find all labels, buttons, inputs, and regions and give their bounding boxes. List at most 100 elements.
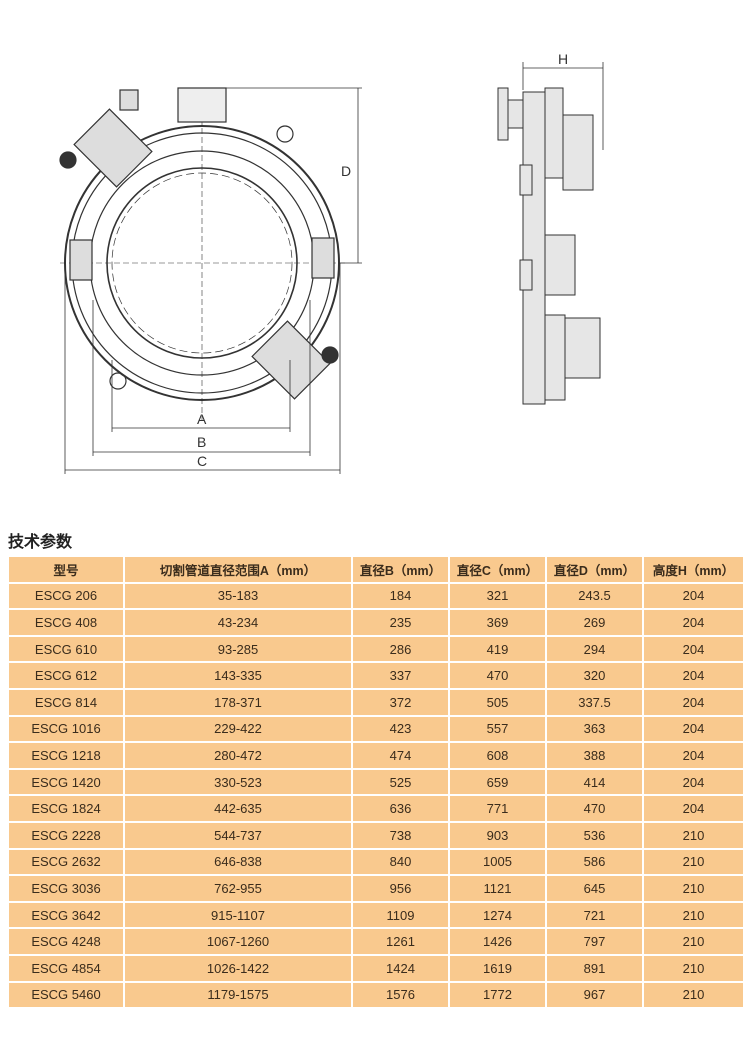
- table-cell: 414: [545, 767, 644, 797]
- side-view: [497, 87, 601, 405]
- table-cell: 762-955: [123, 874, 353, 903]
- table-cell: ESCG 4248: [7, 927, 125, 956]
- table-cell: ESCG 1824: [7, 794, 125, 823]
- table-cell: 1424: [351, 953, 450, 983]
- table-cell: 659: [448, 767, 547, 797]
- table-cell: 423: [351, 714, 450, 744]
- table-row: ESCG 206 35-183 184 321 243.5 204: [7, 581, 745, 611]
- table-cell: 967: [545, 980, 644, 1010]
- table-row: ESCG 4248 1067-1260 1261 1426 797 210: [7, 927, 745, 956]
- table-cell: 419: [448, 634, 547, 664]
- column-header: 直径C（mm）: [448, 555, 547, 584]
- table-row: ESCG 814 178-371 372 505 337.5 204: [7, 687, 745, 717]
- table-cell: 738: [351, 820, 450, 850]
- table-cell: 544-737: [123, 820, 353, 850]
- table-cell: ESCG 612: [7, 661, 125, 690]
- table-cell: 337: [351, 661, 450, 690]
- table-cell: 204: [642, 634, 745, 664]
- label-a: A: [197, 411, 207, 427]
- table-cell: 243.5: [545, 581, 644, 611]
- table-cell: 93-285: [123, 634, 353, 664]
- table-cell: 474: [351, 741, 450, 770]
- table-cell: ESCG 408: [7, 608, 125, 637]
- table-cell: 269: [545, 608, 644, 637]
- table-cell: ESCG 3036: [7, 874, 125, 903]
- table-cell: ESCG 1218: [7, 741, 125, 770]
- table-row: ESCG 3036 762-955 956 1121 645 210: [7, 874, 745, 903]
- table-cell: 294: [545, 634, 644, 664]
- table-cell: 330-523: [123, 767, 353, 797]
- table-cell: 143-335: [123, 661, 353, 690]
- technical-drawing: A B C D H: [59, 51, 604, 474]
- table-row: ESCG 1218 280-472 474 608 388 204: [7, 741, 745, 770]
- table-cell: 43-234: [123, 608, 353, 637]
- table-cell: ESCG 5460: [7, 980, 125, 1010]
- table-cell: 608: [448, 741, 547, 770]
- table-cell: 1261: [351, 927, 450, 956]
- front-view: [59, 87, 345, 420]
- table-cell: 204: [642, 608, 745, 637]
- spec-table: 型号 切割管道直径范围A（mm） 直径B（mm） 直径C（mm） 直径D（mm） 高度H（…: [7, 555, 745, 1010]
- table-cell: 1109: [351, 900, 450, 930]
- table-cell: 229-422: [123, 714, 353, 744]
- table-cell: 840: [351, 847, 450, 877]
- column-header: 切割管道直径范围A（mm）: [123, 555, 353, 584]
- table-cell: ESCG 814: [7, 687, 125, 717]
- table-cell: 797: [545, 927, 644, 956]
- table-cell: 1274: [448, 900, 547, 930]
- table-row: ESCG 5460 1179-1575 1576 1772 967 210: [7, 980, 745, 1010]
- table-row: ESCG 2632 646-838 840 1005 586 210: [7, 847, 745, 877]
- table-cell: 204: [642, 687, 745, 717]
- table-cell: 235: [351, 608, 450, 637]
- table-row: ESCG 1016 229-422 423 557 363 204: [7, 714, 745, 744]
- table-cell: 280-472: [123, 741, 353, 770]
- table-cell: 1121: [448, 874, 547, 903]
- column-header: 型号: [7, 555, 125, 584]
- table-row: ESCG 2228 544-737 738 903 536 210: [7, 820, 745, 850]
- table-cell: 536: [545, 820, 644, 850]
- table-cell: 557: [448, 714, 547, 744]
- table-cell: 204: [642, 794, 745, 823]
- table-cell: 210: [642, 980, 745, 1010]
- table-cell: 505: [448, 687, 547, 717]
- table-cell: 1426: [448, 927, 547, 956]
- table-cell: 204: [642, 714, 745, 744]
- table-cell: 721: [545, 900, 644, 930]
- section-title: 技术参数: [8, 534, 73, 551]
- label-d: D: [341, 163, 351, 179]
- table-cell: 1772: [448, 980, 547, 1010]
- table-cell: 210: [642, 900, 745, 930]
- table-cell: 369: [448, 608, 547, 637]
- table-cell: 586: [545, 847, 644, 877]
- table-cell: 1005: [448, 847, 547, 877]
- dimension-labels: A B C D H: [197, 51, 568, 469]
- table-cell: ESCG 3642: [7, 900, 125, 930]
- table-cell: 321: [448, 581, 547, 611]
- table-cell: 35-183: [123, 581, 353, 611]
- table-cell: ESCG 1420: [7, 767, 125, 797]
- label-c: C: [197, 453, 207, 469]
- table-cell: 204: [642, 581, 745, 611]
- table-cell: 320: [545, 661, 644, 690]
- table-cell: 1067-1260: [123, 927, 353, 956]
- table-cell: ESCG 2632: [7, 847, 125, 877]
- table-cell: 646-838: [123, 847, 353, 877]
- table-cell: 891: [545, 953, 644, 983]
- table-cell: 204: [642, 741, 745, 770]
- table-row: ESCG 1420 330-523 525 659 414 204: [7, 767, 745, 797]
- table-cell: 204: [642, 661, 745, 690]
- table-cell: 903: [448, 820, 547, 850]
- column-header: 直径D（mm）: [545, 555, 644, 584]
- table-cell: ESCG 2228: [7, 820, 125, 850]
- table-cell: 184: [351, 581, 450, 611]
- column-header: 直径B（mm）: [351, 555, 450, 584]
- table-cell: 1026-1422: [123, 953, 353, 983]
- table-row: ESCG 612 143-335 337 470 320 204: [7, 661, 745, 690]
- table-cell: 210: [642, 820, 745, 850]
- table-row: ESCG 408 43-234 235 369 269 204: [7, 608, 745, 637]
- table-cell: 470: [545, 794, 644, 823]
- table-cell: 210: [642, 874, 745, 903]
- table-cell: 771: [448, 794, 547, 823]
- table-cell: 645: [545, 874, 644, 903]
- table-cell: 470: [448, 661, 547, 690]
